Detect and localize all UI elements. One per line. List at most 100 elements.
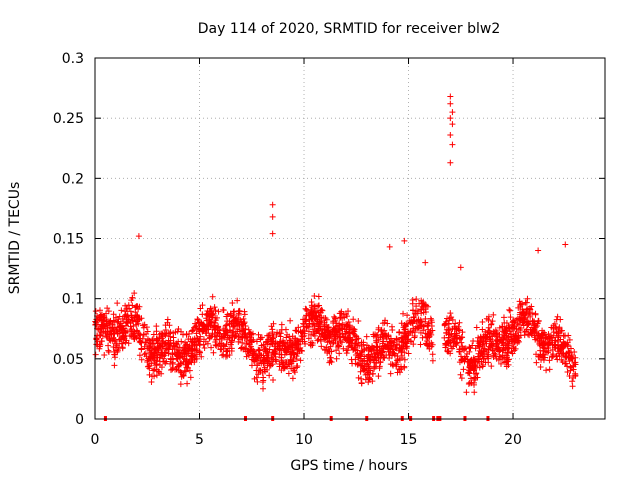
data-point — [200, 328, 207, 335]
grid-lines — [95, 58, 605, 419]
data-point — [528, 303, 535, 310]
data-point — [247, 330, 254, 337]
data-point — [512, 337, 519, 344]
data-point — [345, 318, 352, 325]
data-point — [409, 300, 416, 307]
data-point — [443, 330, 450, 337]
data-point — [325, 348, 332, 355]
data-point — [552, 337, 559, 344]
data-point — [518, 300, 525, 307]
data-point — [165, 337, 172, 344]
data-point — [130, 322, 137, 329]
data-point — [370, 356, 377, 363]
data-point — [389, 327, 396, 334]
data-point — [413, 296, 420, 303]
data-point — [488, 363, 495, 370]
data-point — [246, 334, 253, 341]
data-point — [265, 352, 272, 359]
data-point — [165, 350, 172, 357]
data-point — [376, 365, 383, 372]
data-point — [405, 350, 412, 357]
data-point — [308, 304, 315, 311]
data-point — [323, 344, 330, 351]
data-point — [140, 331, 147, 338]
data-point — [373, 337, 380, 344]
data-point — [399, 335, 406, 342]
data-point — [226, 351, 233, 358]
data-point — [270, 377, 277, 384]
data-point — [163, 358, 170, 365]
data-point — [228, 320, 235, 327]
data-point — [337, 338, 344, 345]
data-point — [396, 329, 403, 336]
data-point — [222, 332, 229, 339]
data-point — [128, 312, 135, 319]
data-point — [212, 314, 219, 321]
data-point — [517, 317, 524, 324]
data-point — [460, 366, 467, 373]
data-point — [453, 342, 460, 349]
data-point — [555, 328, 562, 335]
data-point — [250, 347, 257, 354]
data-point — [424, 322, 431, 329]
data-point — [280, 365, 287, 372]
data-point — [338, 339, 345, 346]
data-point — [164, 341, 171, 348]
data-point — [196, 336, 203, 343]
data-point — [290, 354, 297, 361]
data-point — [350, 316, 357, 323]
data-point — [211, 304, 218, 311]
data-point — [427, 315, 434, 322]
data-point — [192, 323, 199, 330]
data-point — [365, 352, 372, 359]
data-point — [307, 342, 314, 349]
data-point — [454, 339, 461, 346]
data-point — [313, 328, 320, 335]
data-point — [197, 305, 204, 312]
data-points — [92, 93, 579, 396]
data-point — [213, 342, 220, 349]
data-point — [400, 330, 407, 337]
data-point — [352, 340, 359, 347]
data-point — [472, 370, 479, 377]
data-point — [522, 299, 529, 306]
data-point — [497, 337, 504, 344]
x-tick-label: 15 — [400, 432, 418, 448]
data-point — [491, 350, 498, 357]
data-point — [455, 326, 462, 333]
data-point — [256, 347, 263, 354]
data-point — [482, 331, 489, 338]
data-point — [441, 321, 448, 328]
data-point — [112, 344, 119, 351]
y-tick-label: 0.1 — [62, 292, 84, 308]
data-point — [464, 350, 471, 357]
data-point — [391, 352, 398, 359]
data-point — [387, 335, 394, 342]
data-point — [198, 353, 205, 360]
data-point — [201, 344, 208, 351]
data-point — [302, 340, 309, 347]
data-point — [175, 349, 182, 356]
data-point — [119, 345, 126, 352]
data-point — [96, 343, 103, 350]
data-point — [286, 333, 293, 340]
data-point — [315, 323, 322, 330]
data-point — [104, 305, 111, 312]
data-point — [239, 339, 246, 346]
data-point — [514, 337, 521, 344]
data-point — [260, 385, 267, 392]
data-point — [515, 333, 522, 340]
data-point — [208, 308, 215, 315]
data-point — [533, 323, 540, 330]
data-point — [497, 360, 504, 367]
data-point — [394, 356, 401, 363]
data-point — [545, 331, 552, 338]
data-point — [151, 357, 158, 364]
data-point — [345, 343, 352, 350]
data-point — [107, 317, 114, 324]
data-point — [346, 339, 353, 346]
data-point — [471, 389, 478, 396]
data-point — [196, 326, 203, 333]
data-point — [485, 327, 492, 334]
data-point — [539, 341, 546, 348]
